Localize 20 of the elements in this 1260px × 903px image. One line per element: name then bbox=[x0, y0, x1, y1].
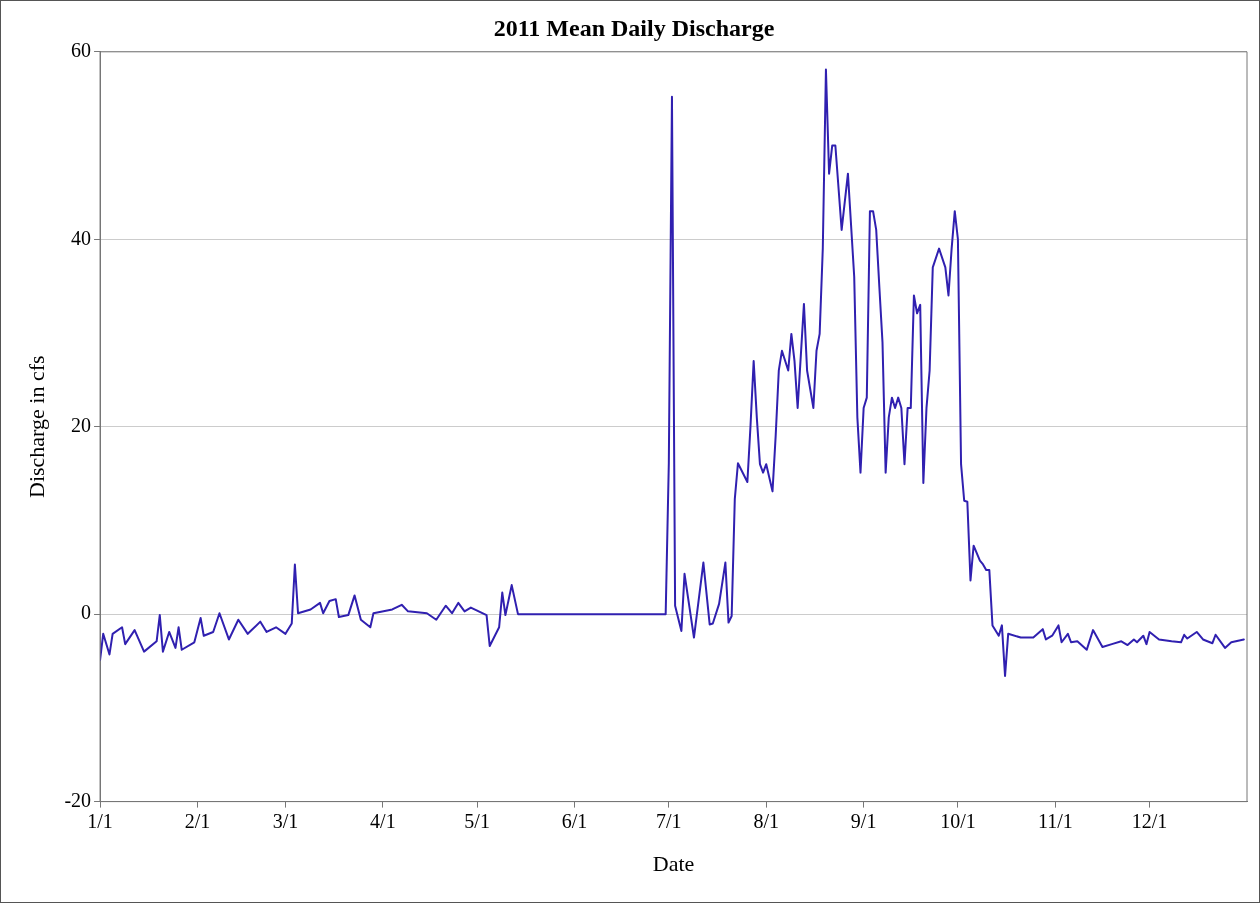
x-tick-label: 12/1 bbox=[1131, 809, 1168, 832]
x-tick-label: 1/1 bbox=[87, 809, 113, 832]
x-tick-label: 6/1 bbox=[561, 809, 588, 832]
x-tick-label: 2/1 bbox=[184, 809, 211, 832]
x-tick-label: 4/1 bbox=[370, 809, 396, 832]
x-tick-label: 5/1 bbox=[464, 809, 490, 832]
y-tick-label: 40 bbox=[71, 226, 92, 249]
y-axis-title: Discharge in cfs bbox=[23, 355, 49, 498]
x-axis-title: Date bbox=[652, 850, 695, 876]
y-tick-label: 0 bbox=[81, 601, 92, 624]
x-tick-label: 11/1 bbox=[1037, 809, 1073, 832]
y-tick-label: 60 bbox=[71, 39, 92, 62]
x-tick-label: 9/1 bbox=[850, 809, 877, 832]
x-tick-label: 7/1 bbox=[656, 809, 682, 832]
x-tick-label: 8/1 bbox=[753, 809, 780, 832]
x-tick-label: 3/1 bbox=[272, 809, 299, 832]
y-tick-label: 20 bbox=[71, 413, 92, 436]
x-tick-label: 10/1 bbox=[940, 809, 976, 832]
chart-title: 2011 Mean Daily Discharge bbox=[493, 14, 775, 41]
y-tick-label: -20 bbox=[64, 788, 92, 811]
